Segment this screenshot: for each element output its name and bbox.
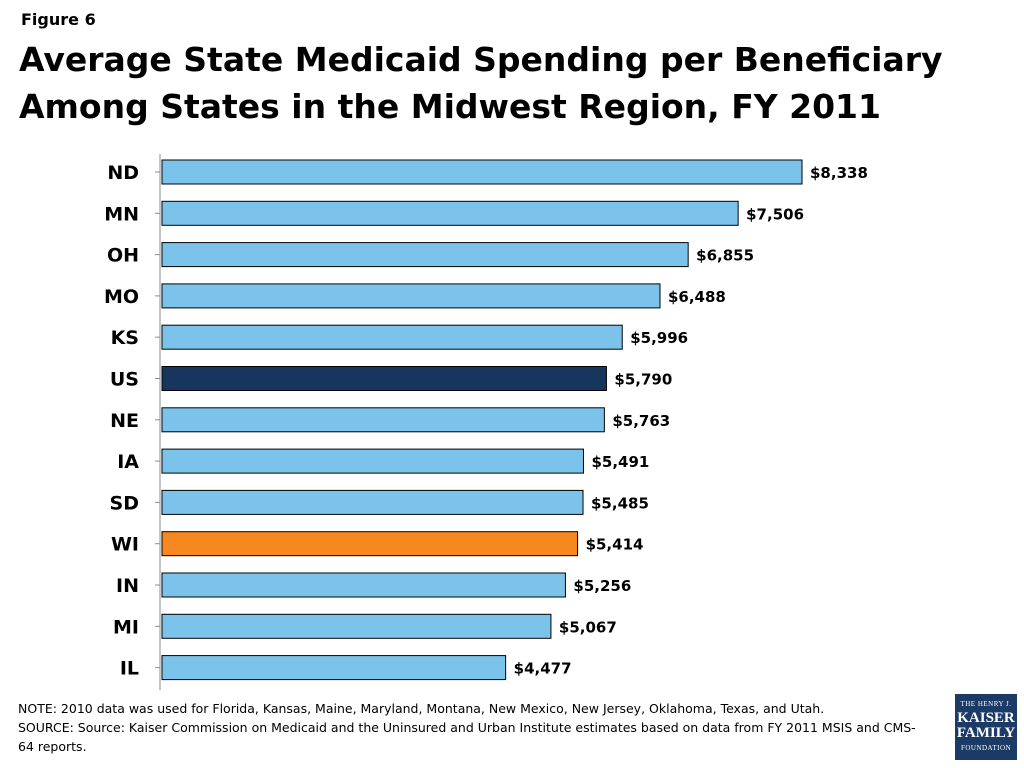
value-label: $4,477 — [514, 660, 572, 678]
category-label: IN — [116, 575, 139, 597]
kff-logo: THE HENRY J. KAISER FAMILY FOUNDATION — [955, 694, 1017, 760]
value-label: $5,485 — [591, 494, 649, 512]
bar-wi — [161, 531, 579, 557]
category-label: IL — [120, 658, 139, 680]
logo-line-1: THE HENRY J. — [960, 700, 1012, 708]
bar-ne — [161, 407, 605, 433]
value-label: $5,790 — [614, 371, 672, 389]
bar-ia — [161, 448, 584, 474]
bar-nd — [161, 159, 803, 185]
bar-us — [161, 366, 607, 391]
category-label: MO — [104, 286, 139, 308]
bar-in — [161, 572, 566, 598]
category-label: ND — [107, 162, 139, 184]
bar-mi — [161, 613, 552, 639]
logo-line-4: FOUNDATION — [960, 744, 1012, 752]
bar-mn — [161, 200, 739, 226]
figure-label: Figure 6 — [21, 10, 96, 29]
value-label: $5,067 — [559, 618, 617, 636]
source-text-line-2: 64 reports. — [18, 739, 87, 754]
bar-oh — [161, 242, 689, 268]
category-label: MI — [113, 616, 139, 638]
chart-title: Average State Medicaid Spending per Bene… — [19, 40, 943, 126]
category-label: SD — [110, 492, 139, 514]
category-label: MN — [104, 203, 139, 225]
note-text: NOTE: 2010 data was used for Florida, Ka… — [18, 701, 825, 716]
value-label: $8,338 — [810, 164, 868, 182]
category-label: IA — [117, 451, 139, 473]
value-label: $7,506 — [746, 205, 804, 223]
value-label: $5,491 — [591, 453, 649, 471]
value-label: $6,488 — [668, 288, 726, 306]
category-label: KS — [111, 327, 139, 349]
value-label: $5,256 — [573, 577, 631, 595]
category-label: US — [110, 369, 139, 391]
category-label: WI — [111, 534, 139, 556]
source-text-line-1: SOURCE: Source: Kaiser Commission on Med… — [18, 720, 916, 735]
footnotes: NOTE: 2010 data was used for Florida, Ka… — [18, 699, 918, 756]
bar-chart: ND $8,338 MN $7,506 OH $6,855 MO $6,488 KS $5,996… — [104, 154, 868, 690]
value-label: $5,763 — [612, 412, 670, 430]
bar-sd — [161, 489, 584, 515]
logo-line-2: KAISER — [957, 710, 1015, 726]
value-label: $6,855 — [696, 247, 754, 265]
bar-ks — [161, 324, 623, 350]
logo-line-3: FAMILY — [956, 725, 1016, 741]
category-label: NE — [110, 410, 139, 432]
category-label: OH — [107, 245, 139, 267]
value-label: $5,996 — [630, 329, 688, 347]
value-label: $5,414 — [586, 536, 644, 554]
bar-mo — [161, 283, 661, 309]
bar-il — [161, 655, 507, 681]
